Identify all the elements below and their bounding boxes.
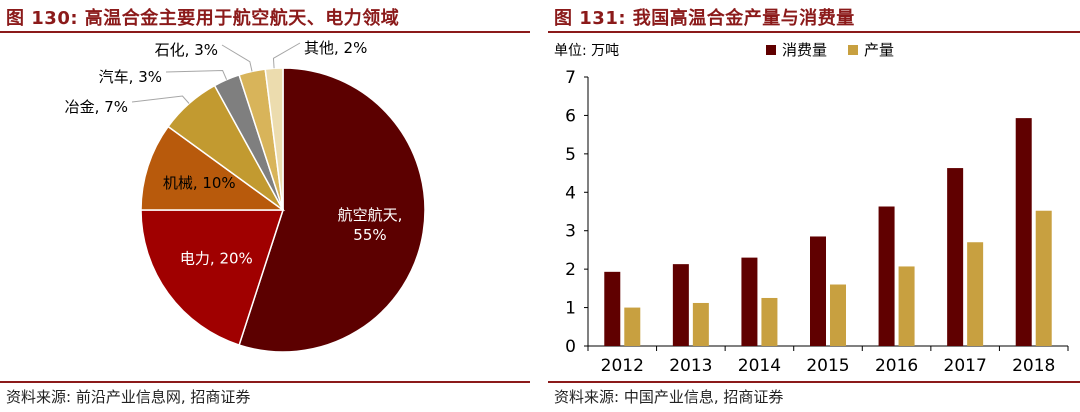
bar-production [830, 284, 846, 346]
x-tick-label: 2012 [601, 356, 644, 376]
x-tick-label: 2016 [875, 356, 918, 376]
legend-swatch [848, 44, 858, 55]
pie-slice [238, 67, 426, 353]
pie-slice-label: 电力, 20% [180, 249, 253, 267]
bar-consumption [947, 168, 964, 346]
bar-consumption [672, 264, 689, 346]
unit-label: 单位: 万吨 [554, 43, 620, 59]
pie-chart-panel: 图 130: 高温合金主要用于航空航天、电力领域 航空航天, 55% 电力, 20%… [0, 0, 530, 412]
pie-leader-line [165, 69, 228, 80]
bar-chart: 0 1 2 3 4 5 6 7 2012 2013 2014 2015 2016 2017 2018 [565, 68, 1069, 376]
y-tick-label: 2 [565, 260, 576, 280]
x-tick-label: 2013 [669, 356, 712, 376]
bar-production [761, 297, 778, 346]
y-tick-label: 0 [565, 337, 576, 357]
source-rule [0, 381, 530, 383]
pie-chart-title: 图 130: 高温合金主要用于航空航天、电力领域 [6, 8, 400, 29]
legend-swatch [766, 44, 776, 55]
bar-production [624, 307, 641, 346]
legend-item-production: 产量 [848, 39, 894, 60]
legend-item-consumption: 消费量 [766, 39, 827, 60]
bar-consumption [741, 257, 758, 346]
pie-slice-label: 机械, 10% [163, 174, 236, 192]
pie-leader-line [272, 42, 301, 69]
bar-production [898, 266, 915, 346]
bar-production [1035, 210, 1052, 346]
legend-label: 产量 [864, 41, 895, 59]
bar-chart-title: 图 131: 我国高温合金产量与消费量 [554, 8, 855, 29]
pie-slice [264, 67, 284, 211]
pie-slice-label: 汽车, 3% [99, 68, 162, 86]
bar-production [967, 242, 984, 346]
x-tick-label: 2014 [738, 356, 781, 376]
y-tick-label: 1 [565, 299, 576, 319]
title-rule [0, 31, 530, 33]
pie-chart: 航空航天, 55% 电力, 20% 机械, 10% 冶金, 7% 汽车, 3% 石化, 3%… [65, 39, 426, 353]
bar-consumption [604, 271, 621, 346]
pie-slice-label: 石化, 3% [155, 41, 218, 59]
bar-chart-panel: 图 131: 我国高温合金产量与消费量 单位: 万吨 消费量 产量 0 1 2 3 4 5… [548, 0, 1080, 412]
pie-leader-line [131, 95, 190, 104]
source-rule [548, 381, 1080, 383]
pie-slice [140, 125, 286, 211]
y-tick-label: 6 [565, 106, 576, 126]
y-tick-label: 3 [565, 222, 576, 242]
bar-consumption [810, 236, 826, 346]
pie-slice-label: 冶金, 7% [65, 98, 128, 116]
bar-consumption [1015, 118, 1032, 347]
bar-production [692, 302, 709, 346]
bar-consumption [878, 206, 895, 346]
y-tick-label: 5 [565, 145, 576, 165]
bar-source-note: 资料来源: 中国产业信息, 招商证券 [554, 388, 784, 406]
y-tick-label: 7 [565, 68, 576, 88]
x-tick-label: 2018 [1012, 356, 1055, 376]
x-tick-label: 2017 [944, 356, 987, 376]
pie-slice-label: 航空航天, 55% [338, 206, 403, 244]
pie-source-note: 资料来源: 前沿产业信息网, 招商证券 [6, 388, 251, 406]
title-rule [548, 31, 1080, 33]
pie-leader-line [221, 44, 253, 72]
pie-slice [140, 209, 285, 346]
legend-label: 消费量 [782, 41, 828, 59]
x-tick-label: 2015 [806, 356, 849, 376]
y-tick-label: 4 [565, 183, 576, 203]
pie-slice-label: 其他, 2% [304, 39, 367, 57]
